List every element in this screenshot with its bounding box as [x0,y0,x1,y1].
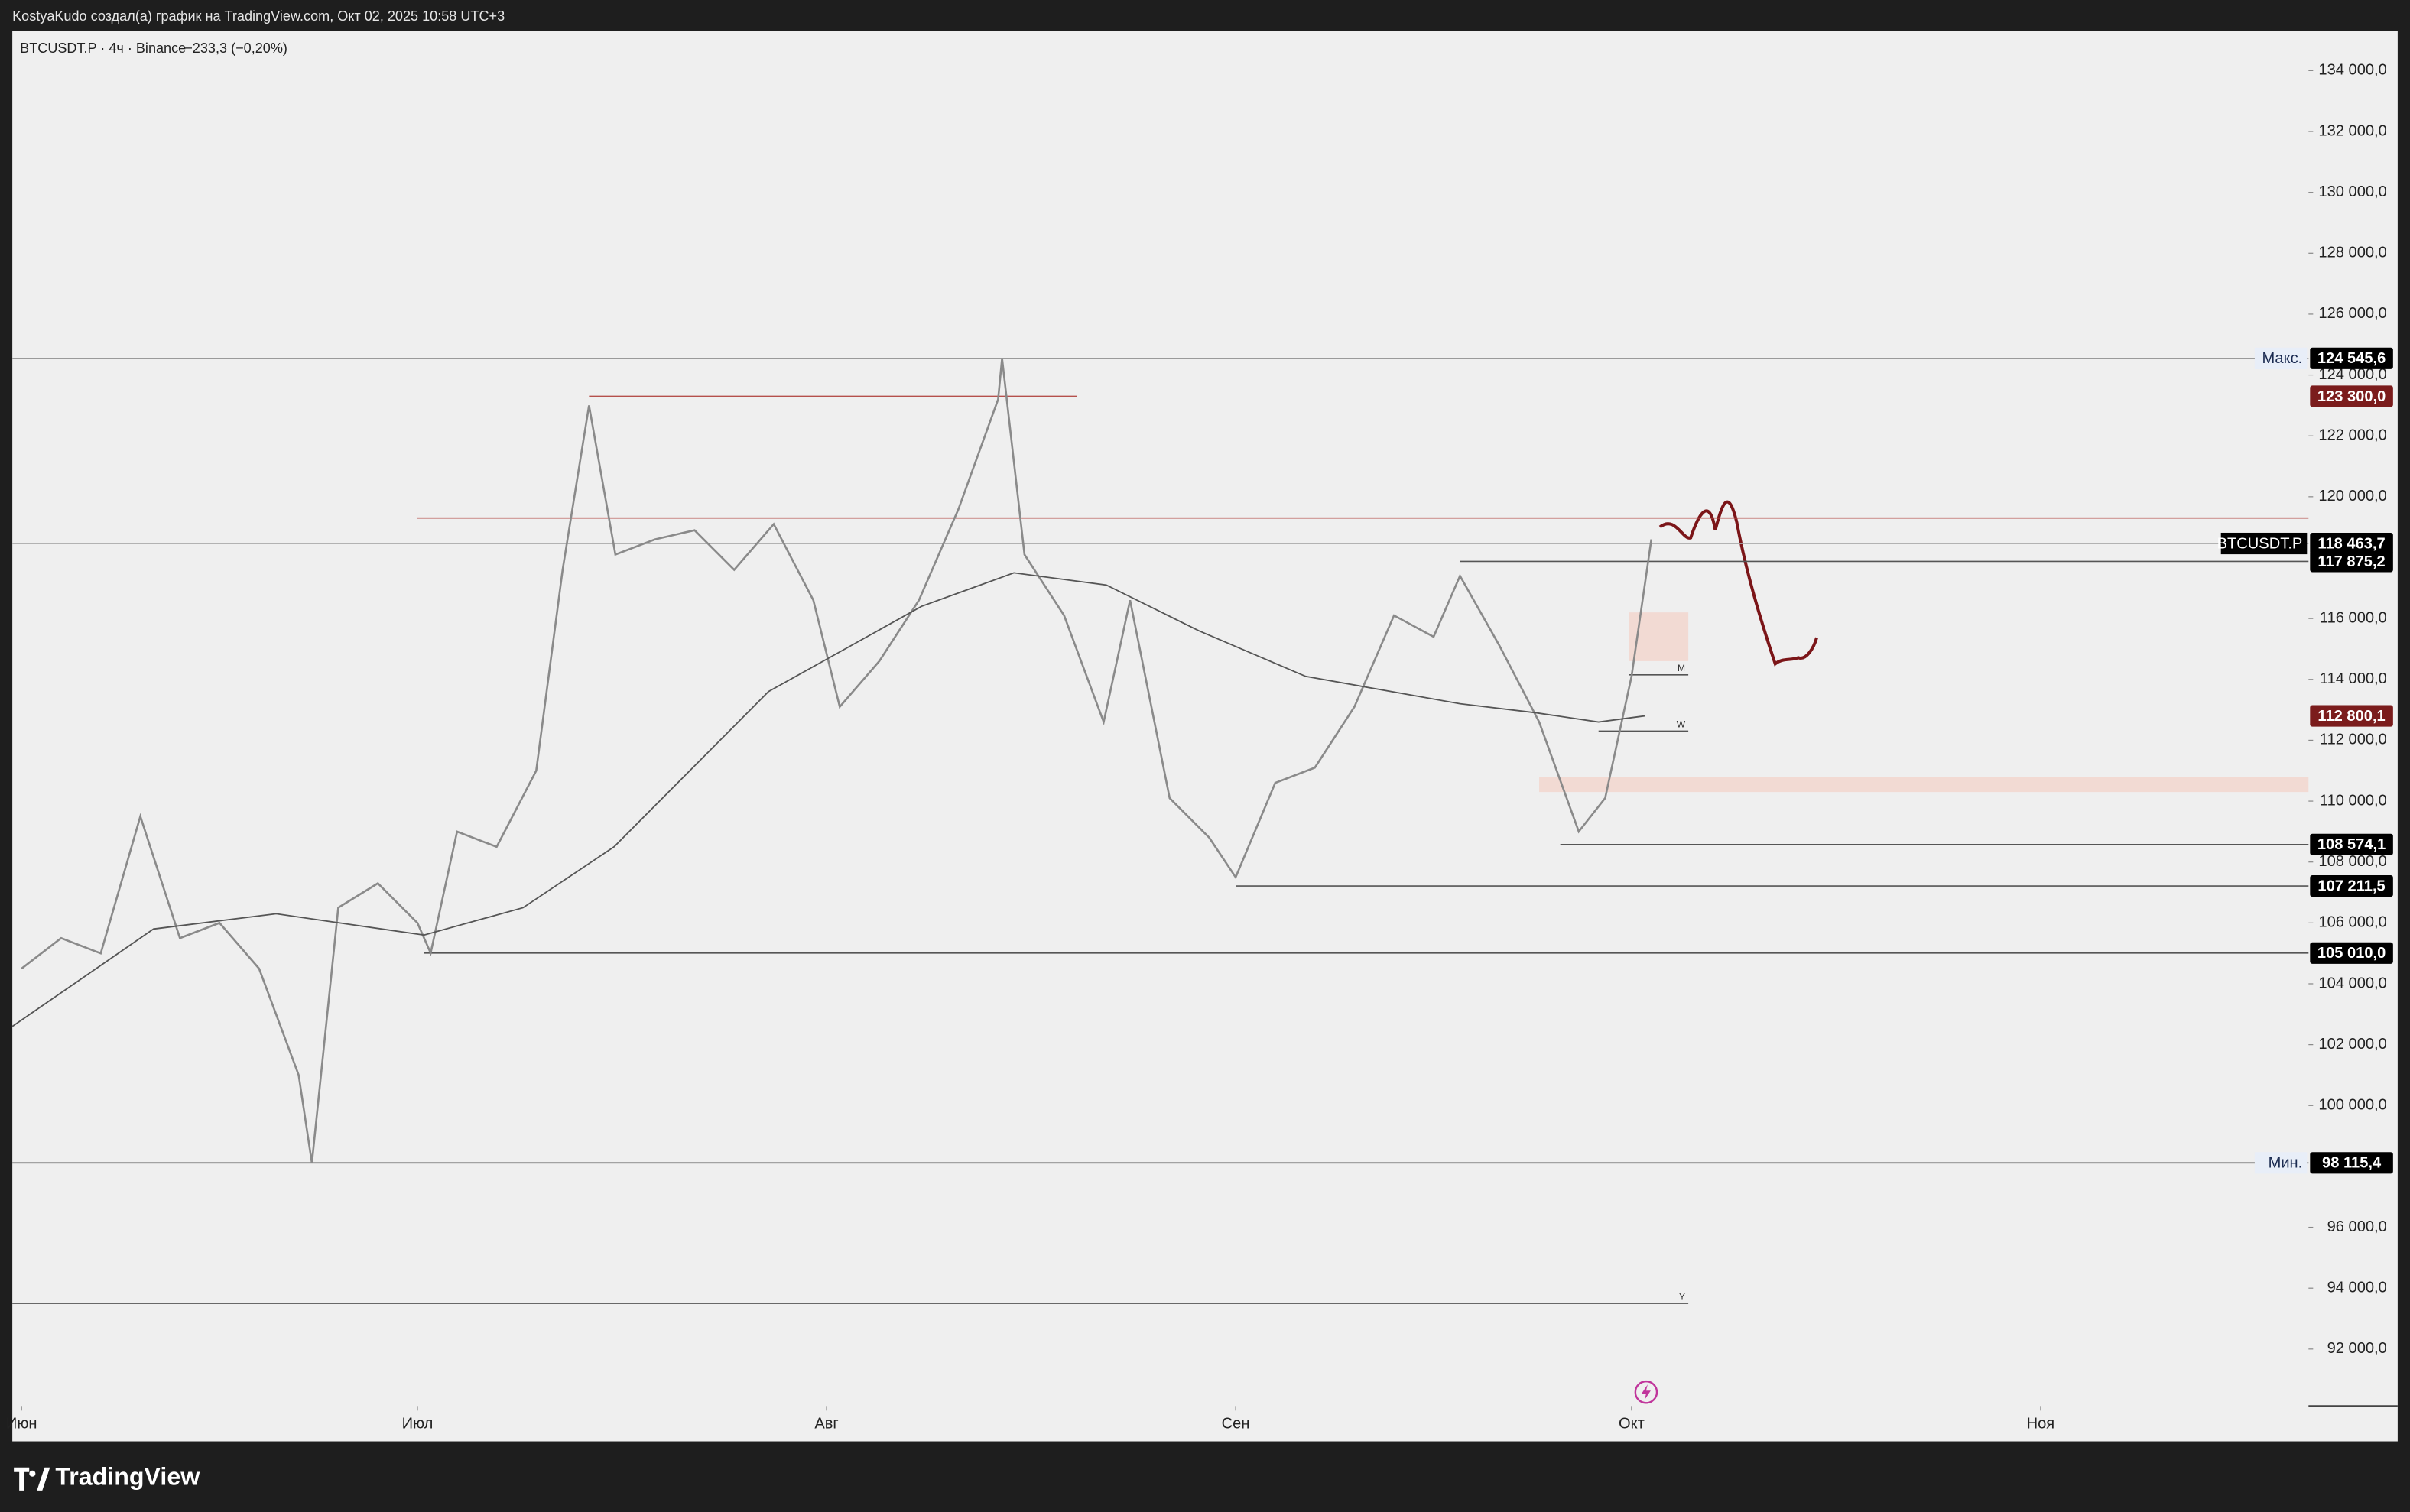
y-tick-label: 104 000,0 [2318,975,2386,991]
y-tick-label: 96 000,0 [2327,1218,2387,1235]
y-tick-label: 130 000,0 [2318,183,2386,200]
price-change: −233,3 (−0,20%) [184,41,287,56]
lightning-icon [1634,1380,1658,1404]
price-tag-box [2254,1152,2308,1174]
y-tick-label: 134 000,0 [2318,62,2386,79]
zone [1539,777,2309,793]
level-end-tag: M [1678,663,1685,673]
price-box [2310,705,2393,727]
y-tick-label: 124 000,0 [2318,366,2386,383]
price-tag-box [2254,347,2308,369]
y-tick-label: 126 000,0 [2318,305,2386,322]
x-tick-label: Июн [6,1416,37,1433]
price-box [2310,833,2393,855]
x-tick-label: Окт [1619,1416,1645,1433]
price-box [2310,385,2393,407]
price-box [2310,550,2393,573]
y-tick-label: 102 000,0 [2318,1036,2386,1053]
price-box-label: 118 463,7 [2317,535,2385,552]
y-tick-label: 132 000,0 [2318,122,2386,139]
y-tick-label: 122 000,0 [2318,427,2386,444]
price-tag: Мин. [2269,1155,2303,1172]
price-box [2310,347,2393,369]
y-tick-label: 110 000,0 [2320,792,2387,809]
x-tick-label: Сен [1222,1416,1250,1433]
price-tag-box [2220,532,2308,555]
x-tick-label: Июл [402,1416,434,1433]
y-tick-label: 116 000,0 [2320,609,2387,626]
price-box-label: 98 115,4 [2322,1155,2382,1172]
y-tick-label: 120 000,0 [2318,488,2386,505]
level-end-tag: Y [1679,1291,1685,1302]
forecast-drawing [1658,500,1818,667]
price-box-label: 108 574,1 [2317,836,2386,853]
price-box-label: 107 211,5 [2317,878,2385,894]
price-box [2310,942,2393,964]
x-tick-label: Авг [814,1416,838,1433]
brand-logo: TradingView [14,1462,200,1491]
brand: TradingView [55,1462,200,1490]
y-tick-label: 100 000,0 [2318,1097,2386,1114]
price-box-label: 105 010,0 [2317,945,2386,962]
y-tick-label: 114 000,0 [2320,670,2387,687]
moving-average [11,572,1645,1027]
chart-area [12,31,2398,1442]
symbol-info: BTCUSDT.P · 4ч · Binance [20,41,186,56]
price-box [2310,532,2393,555]
price-tag: Макс. [2262,350,2302,367]
price-box-label: 124 545,6 [2317,350,2386,367]
price-box [2310,875,2393,897]
x-tick-label: Ноя [2027,1416,2055,1433]
price-box [2310,1152,2393,1174]
price-line [21,358,1653,1163]
price-box-label: 123 300,0 [2317,388,2386,405]
price-tag: BTCUSDT.P [2217,535,2303,552]
price-box-label: 117 875,2 [2317,553,2385,570]
y-tick-label: 108 000,0 [2318,853,2386,870]
y-tick-label: 112 000,0 [2320,732,2387,748]
y-tick-label: 106 000,0 [2318,914,2386,931]
attribution: KostyaKudo создал(а) график на TradingVi… [12,8,505,24]
y-tick-label: 128 000,0 [2318,245,2386,261]
y-tick-label: 94 000,0 [2327,1280,2387,1296]
y-tick-label: 92 000,0 [2327,1340,2387,1357]
price-box-label: 112 800,1 [2317,708,2385,725]
level-end-tag: W [1677,719,1686,730]
